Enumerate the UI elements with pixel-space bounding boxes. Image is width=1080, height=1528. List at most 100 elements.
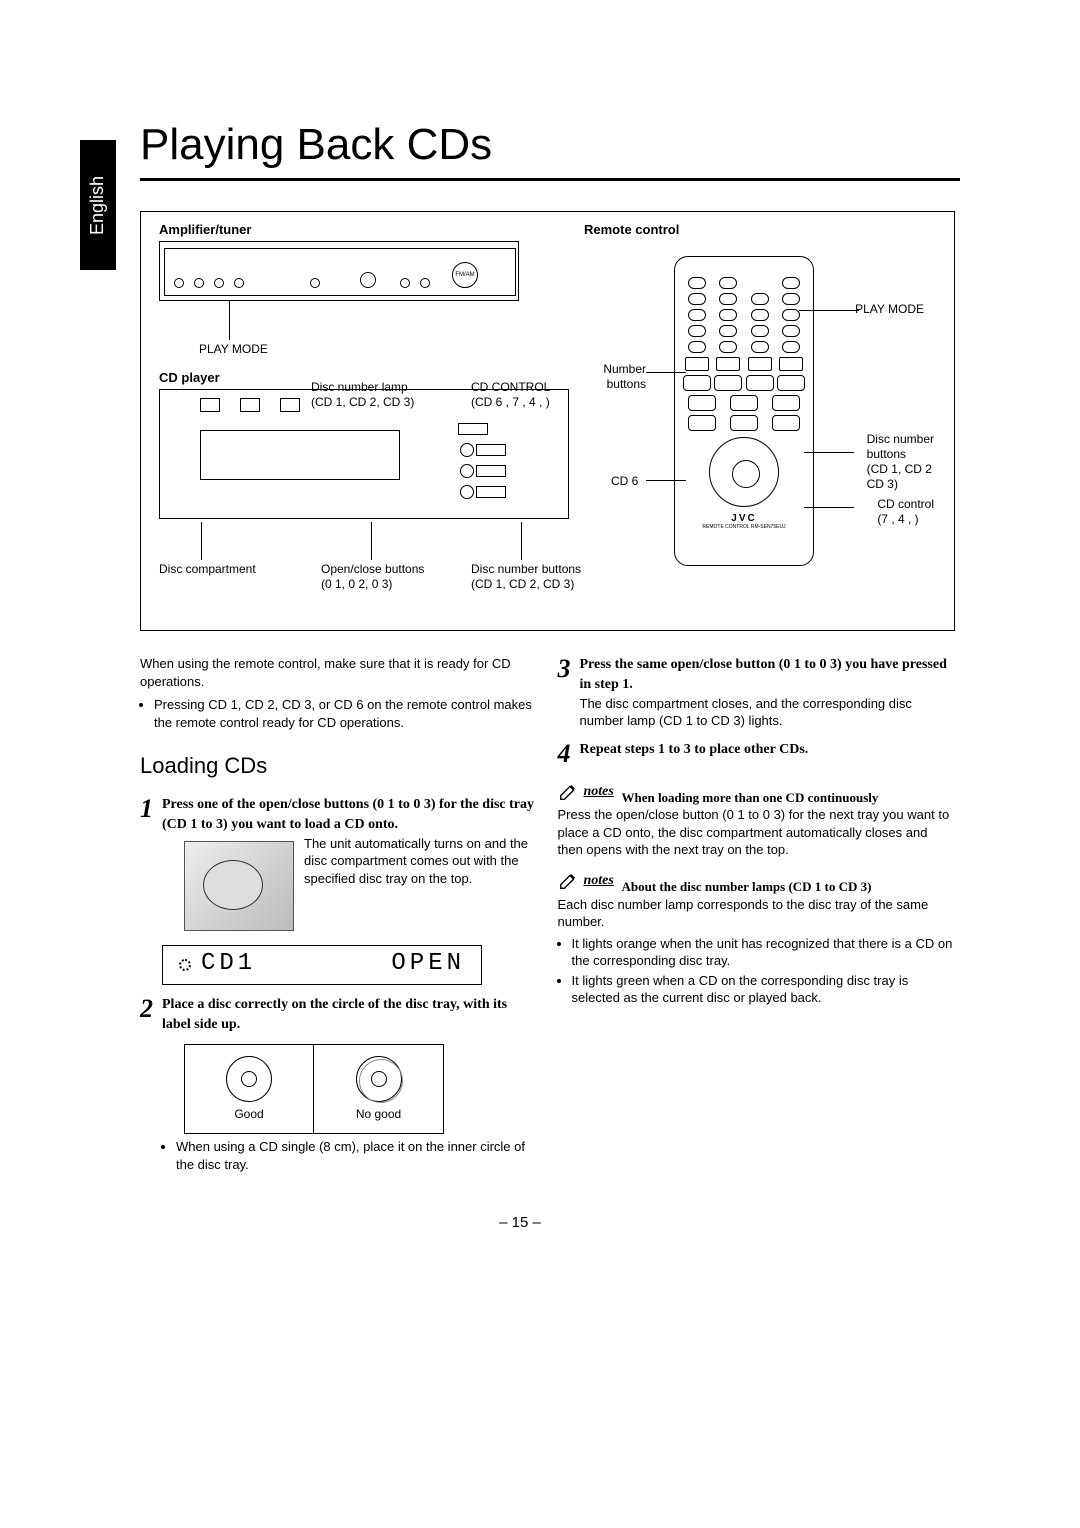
remote-btn bbox=[685, 357, 709, 371]
step-2-bullet: When using a CD single (8 cm), place it … bbox=[176, 1138, 538, 1173]
remote-btn bbox=[782, 325, 800, 337]
cd-round-btn bbox=[460, 443, 474, 457]
remote-btn bbox=[748, 357, 772, 371]
callout-disc-num-btns: Disc number buttons (CD 1, CD 2, CD 3) bbox=[471, 562, 581, 592]
leader-line bbox=[804, 507, 854, 508]
step-3-body: The disc compartment closes, and the cor… bbox=[580, 695, 956, 730]
remote-btn bbox=[782, 341, 800, 353]
amp-knob bbox=[194, 278, 204, 288]
amp-knob bbox=[400, 278, 410, 288]
amp-knob bbox=[310, 278, 320, 288]
cd-button bbox=[458, 423, 488, 435]
callout-remote-play-mode: PLAY MODE bbox=[855, 302, 924, 317]
tray-illustration bbox=[184, 841, 294, 931]
amp-knob bbox=[214, 278, 224, 288]
amplifier-label: Amplifier/tuner bbox=[159, 222, 559, 237]
leader-line bbox=[201, 522, 202, 560]
remote-btn bbox=[719, 341, 737, 353]
remote-label: Remote control bbox=[584, 222, 934, 237]
title-rule bbox=[140, 178, 960, 181]
cd-panel bbox=[200, 430, 400, 480]
lcd-dot-icon bbox=[179, 959, 191, 971]
remote-btn bbox=[688, 309, 706, 321]
step-number: 1 bbox=[140, 791, 153, 826]
remote-btn bbox=[688, 415, 716, 431]
remote-dial bbox=[709, 437, 779, 507]
step-3: 3 Press the same open/close button (0 1 … bbox=[558, 655, 956, 730]
step-1-title: Press one of the open/close buttons (0 1… bbox=[162, 797, 534, 832]
page-title: Playing Back CDs bbox=[140, 120, 960, 170]
callout-cd-control: CD CONTROL (CD 6 , 7 , 4 , ) bbox=[471, 380, 550, 410]
leader-line bbox=[229, 300, 230, 340]
pencil-icon bbox=[558, 780, 580, 802]
step-2-title: Place a disc correctly on the circle of … bbox=[162, 997, 507, 1032]
disc-icon bbox=[203, 860, 263, 910]
amplifier-area: Amplifier/tuner FM/AM PLAY MODE bbox=[159, 222, 559, 301]
remote-btn bbox=[746, 375, 774, 391]
intro-bullet: Pressing CD 1, CD 2, CD 3, or CD 6 on th… bbox=[154, 696, 538, 731]
no-good-label: No good bbox=[356, 1106, 401, 1122]
cd-button bbox=[476, 486, 506, 498]
leader-line bbox=[521, 522, 522, 560]
fm-am-dial: FM/AM bbox=[452, 262, 478, 288]
lcd-display: CD1 OPEN bbox=[162, 945, 482, 985]
remote-btn bbox=[688, 325, 706, 337]
remote-btn bbox=[688, 293, 706, 305]
note-2-title: About the disc number lamps (CD 1 to CD … bbox=[621, 879, 871, 894]
disc-center-icon bbox=[371, 1071, 387, 1087]
pencil-icon bbox=[558, 869, 580, 891]
step-number: 3 bbox=[558, 651, 571, 686]
left-column: When using the remote control, make sure… bbox=[140, 655, 538, 1184]
page-content: Playing Back CDs Amplifier/tuner FM/AM P… bbox=[80, 0, 960, 1231]
remote-btn bbox=[782, 277, 800, 289]
remote-btn bbox=[716, 357, 740, 371]
step-number: 2 bbox=[140, 991, 153, 1026]
note-2-bullet: It lights orange when the unit has recog… bbox=[572, 935, 956, 970]
callout-disc-compartment: Disc compartment bbox=[159, 562, 256, 577]
body-columns: When using the remote control, make sure… bbox=[140, 655, 955, 1184]
callout-disc-lamp: Disc number lamp (CD 1, CD 2, CD 3) bbox=[311, 380, 414, 410]
remote-btn bbox=[751, 293, 769, 305]
leader-line bbox=[804, 452, 854, 453]
callout-cd6: CD 6 bbox=[611, 474, 638, 489]
remote-btn bbox=[772, 415, 800, 431]
remote-btn bbox=[751, 309, 769, 321]
remote-btn bbox=[688, 277, 706, 289]
right-column: 3 Press the same open/close button (0 1 … bbox=[558, 655, 956, 1184]
intro-text: When using the remote control, make sure… bbox=[140, 655, 538, 731]
amp-knob bbox=[174, 278, 184, 288]
callout-remote-disc-num: Disc number buttons (CD 1, CD 2 CD 3) bbox=[867, 432, 934, 492]
language-tab: English bbox=[80, 140, 116, 270]
good-label: Good bbox=[234, 1106, 263, 1122]
disc-outline-icon bbox=[356, 1056, 402, 1102]
lcd-open: OPEN bbox=[391, 948, 465, 980]
disc-outline-icon bbox=[226, 1056, 272, 1102]
jvc-logo: JVC bbox=[675, 513, 813, 524]
notes-icon: notes bbox=[558, 780, 614, 802]
amplifier-illustration: FM/AM bbox=[159, 241, 519, 301]
play-mode-label: PLAY MODE bbox=[199, 342, 268, 356]
note-2-body: Each disc number lamp corresponds to the… bbox=[558, 896, 956, 931]
callout-number-buttons: Number buttons bbox=[586, 362, 646, 392]
remote-btn bbox=[683, 375, 711, 391]
language-tab-text: English bbox=[88, 175, 109, 234]
remote-btn bbox=[688, 395, 716, 411]
remote-btn bbox=[782, 293, 800, 305]
lcd-cd1: CD1 bbox=[201, 948, 256, 980]
remote-btn bbox=[751, 325, 769, 337]
page-number: – 15 – bbox=[80, 1214, 960, 1231]
intro-p: When using the remote control, make sure… bbox=[140, 655, 538, 690]
step-1: 1 Press one of the open/close buttons (0… bbox=[140, 795, 538, 935]
callout-open-close: Open/close buttons (0 1, 0 2, 0 3) bbox=[321, 562, 424, 592]
good-bad-diagram: Good No good bbox=[184, 1044, 444, 1134]
no-good-example: No good bbox=[314, 1045, 443, 1133]
remote-btn bbox=[730, 395, 758, 411]
remote-btn bbox=[782, 309, 800, 321]
cd-button bbox=[476, 465, 506, 477]
remote-btn bbox=[714, 375, 742, 391]
remote-btn bbox=[719, 325, 737, 337]
callout-remote-cd-control: CD control (7 , 4 , ) bbox=[877, 497, 934, 527]
amp-knob bbox=[420, 278, 430, 288]
step-number: 4 bbox=[558, 736, 571, 771]
note-2-bullet: It lights green when a CD on the corresp… bbox=[572, 972, 956, 1007]
